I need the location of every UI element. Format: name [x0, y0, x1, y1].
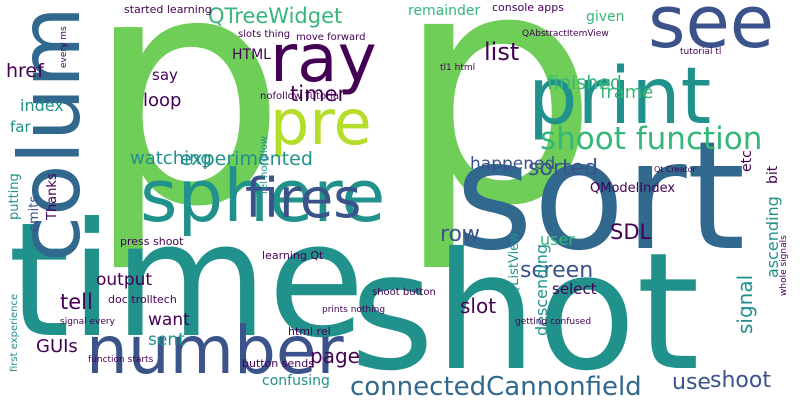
word: say [152, 66, 178, 84]
word: QTreeWidget [208, 4, 343, 28]
word: sent [148, 330, 185, 350]
word: list [484, 38, 520, 66]
word: shoot button [372, 287, 436, 298]
word: remainder [408, 3, 481, 19]
word: p [395, 0, 600, 276]
word: QListView [507, 232, 522, 296]
word: loop [143, 90, 182, 111]
word: connectedCannonfield [350, 372, 642, 400]
word: whole signals [779, 235, 789, 296]
word: given [586, 9, 625, 25]
word: sort [455, 110, 746, 284]
word: tutorial tl [680, 47, 722, 57]
word: signal every [60, 317, 115, 327]
word: tell [60, 290, 93, 314]
word: Qt Creator [654, 165, 696, 174]
word: tl1 html [440, 63, 476, 73]
word: use [672, 370, 711, 395]
word: every ms [59, 26, 69, 68]
word: screen [520, 258, 594, 283]
word: GUIs [36, 336, 78, 357]
word: pre [270, 86, 372, 159]
word: getting confused [515, 317, 592, 327]
word: bit [765, 165, 781, 184]
word: print [528, 52, 712, 142]
word: fires [245, 167, 362, 230]
word: prints nothing [322, 305, 386, 315]
word: Thanks [45, 173, 60, 220]
word: first experience [9, 293, 20, 372]
word: select [552, 280, 597, 298]
word: sphere [140, 154, 386, 238]
word: QModelIndex [590, 181, 676, 196]
word: shoot function [540, 121, 763, 157]
word: nofollow Tutorial [260, 91, 342, 102]
word: sorted [528, 156, 599, 181]
word: frame [600, 82, 654, 103]
word: rel nofollow [259, 136, 270, 194]
word: putting [7, 173, 22, 220]
word: QAbstractItemView [522, 29, 609, 39]
word: see [648, 0, 775, 64]
word: confusing [262, 373, 330, 389]
word: index [20, 96, 64, 115]
word: learning Qt [262, 249, 324, 262]
word: user [540, 230, 575, 249]
word: number [86, 312, 344, 389]
word: timer [290, 82, 347, 106]
word: time [8, 189, 365, 373]
word: output [96, 270, 153, 290]
word: console apps [492, 1, 564, 14]
word: emits [27, 195, 42, 232]
word: row [440, 222, 481, 247]
word: slots thing [238, 29, 291, 40]
word: SDL [610, 220, 652, 244]
word: press shoot [120, 235, 184, 248]
word: function starts [88, 355, 154, 365]
word: doc trolltech [108, 293, 177, 306]
word: page [310, 344, 360, 368]
word: HTML [232, 47, 271, 63]
word: shot [350, 219, 700, 400]
word: move forward [296, 32, 366, 43]
word: href [6, 60, 44, 82]
word: shoot [710, 368, 771, 393]
word: started learning [124, 3, 212, 16]
word: watching [130, 148, 212, 169]
word: far [10, 118, 31, 136]
word: button sends [242, 357, 314, 370]
word: ray [270, 20, 377, 97]
word: signal [733, 274, 757, 334]
word: slot [460, 294, 497, 318]
word: want [148, 310, 190, 330]
word: html rel [288, 325, 331, 338]
word: etc [739, 150, 755, 172]
word: happened [470, 154, 556, 174]
word: p [85, 0, 287, 276]
word: finished [547, 72, 622, 94]
word: experimented [180, 148, 313, 170]
